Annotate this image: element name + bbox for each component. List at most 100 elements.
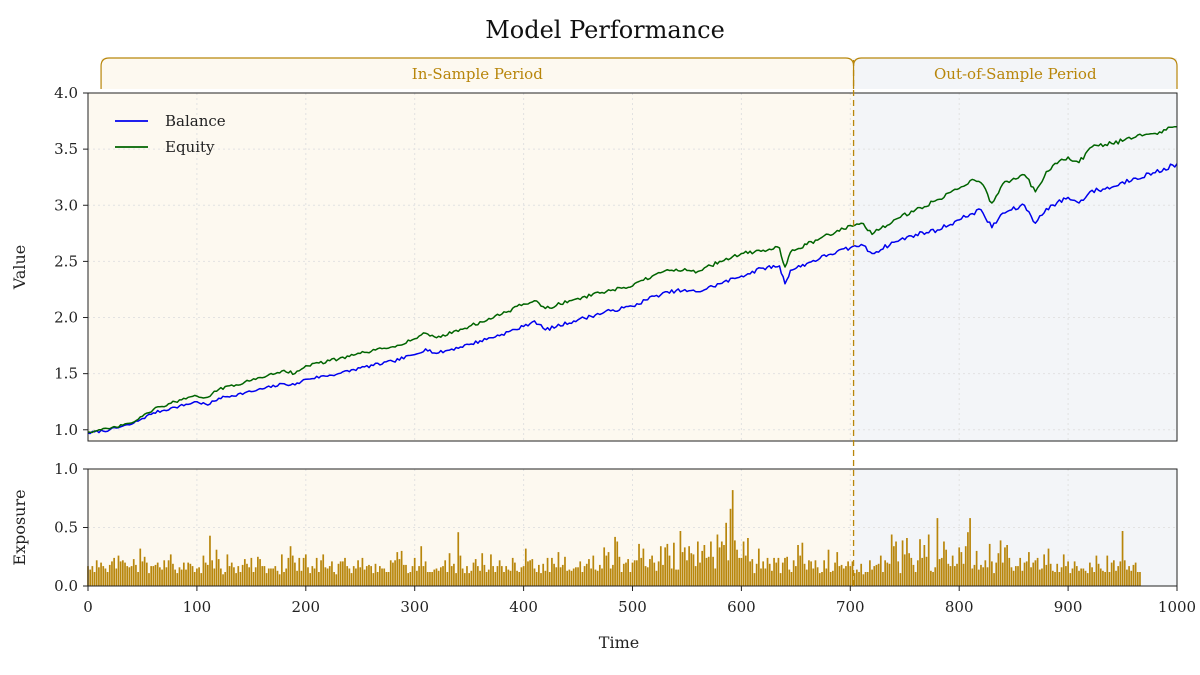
exposure-bar <box>145 562 148 586</box>
exposure-bar <box>178 567 181 586</box>
exposure-bar <box>779 573 782 586</box>
exposure-bar <box>1052 570 1054 586</box>
exposure-bar <box>1034 560 1037 586</box>
x-tick-label-400: 400 <box>509 598 538 616</box>
exposure-bar <box>823 560 826 586</box>
exposure-bar <box>683 547 686 586</box>
exposure-bar <box>1023 562 1026 586</box>
exposure-bar <box>805 569 808 586</box>
exposure-bar <box>681 552 684 586</box>
exposure-bar <box>257 556 259 587</box>
exposure-bar <box>766 557 769 586</box>
exposure-bar <box>993 573 995 586</box>
exposure-bar <box>947 563 950 586</box>
exposure-bar <box>999 540 1002 586</box>
exposure-bar <box>653 562 656 586</box>
exposure-bar <box>320 560 322 586</box>
exposure-bar <box>1032 562 1035 586</box>
exposure-bar <box>1004 547 1006 586</box>
exposure-bar <box>969 518 971 586</box>
exposure-bar <box>472 562 475 586</box>
exposure-bar <box>570 570 573 586</box>
exposure-bar <box>1082 568 1085 586</box>
exposure-bar <box>363 569 366 586</box>
exposure-bar <box>213 568 216 586</box>
exposure-bar <box>716 534 719 586</box>
exposure-bar <box>122 560 124 586</box>
exposure-bar <box>703 545 706 586</box>
exposure-bar <box>507 569 510 586</box>
exposure-bar <box>98 567 100 586</box>
exposure-bar <box>104 568 107 586</box>
exposure-bar <box>520 567 523 586</box>
exposure-bar <box>524 548 527 586</box>
value-tick-label-3.5: 3.5 <box>54 140 78 158</box>
exposure-bar <box>873 566 876 586</box>
exposure-bar <box>220 568 222 586</box>
exposure-bar <box>246 563 248 586</box>
exposure-bar <box>119 561 122 586</box>
exposure-bar <box>185 569 187 586</box>
exposure-bar <box>431 572 433 586</box>
value-tick-label-2.5: 2.5 <box>54 252 78 270</box>
exposure-bar <box>154 564 157 586</box>
exposure-bar <box>670 568 673 586</box>
x-tick-label-300: 300 <box>400 598 429 616</box>
exposure-bar <box>982 567 985 586</box>
exposure-bar <box>960 552 963 586</box>
exposure-bar <box>161 569 163 586</box>
exposure-bar <box>535 572 538 586</box>
exposure-bar <box>533 568 536 586</box>
exposure-bar <box>847 561 849 586</box>
exposure-bar <box>278 574 281 586</box>
exposure-bar <box>1132 564 1135 586</box>
exposure-bar <box>651 555 653 586</box>
exposure-bar <box>202 555 205 586</box>
exposure-bar <box>742 541 745 586</box>
exposure-bar <box>113 557 115 586</box>
exposure-bar <box>777 557 780 586</box>
exposure-tick-label-0.5: 0.5 <box>54 519 78 537</box>
exposure-bar <box>1130 570 1133 586</box>
exposure-bar <box>786 556 788 587</box>
exposure-bar <box>768 563 771 586</box>
exposure-bar <box>152 566 155 586</box>
exposure-bar <box>564 556 566 587</box>
exposure-bar <box>566 570 569 586</box>
exposure-bar <box>923 545 926 586</box>
exposure-bar <box>838 566 841 586</box>
exposure-bar <box>100 562 102 586</box>
exposure-bar <box>803 563 806 586</box>
exposure-bar <box>228 566 231 586</box>
exposure-bar <box>426 572 429 586</box>
exposure-tick-label-0.0: 0.0 <box>54 577 78 595</box>
exposure-bar <box>1104 572 1106 586</box>
exposure-bar <box>638 543 640 586</box>
exposure-bar <box>829 572 832 586</box>
exposure-bar <box>448 553 451 586</box>
exposure-bar <box>463 573 466 586</box>
exposure-bar <box>494 572 497 586</box>
exposure-bar <box>341 561 344 586</box>
exposure-bar <box>1117 566 1120 586</box>
exposure-bar <box>322 554 325 586</box>
exposure-bar <box>932 572 934 586</box>
exposure-bar <box>914 572 917 586</box>
exposure-bar <box>311 566 314 586</box>
exposure-bar <box>1097 563 1100 586</box>
x-tick-label-0: 0 <box>83 598 93 616</box>
x-tick-label-500: 500 <box>618 598 647 616</box>
exposure-bar <box>888 563 891 586</box>
exposure-bar <box>757 548 760 586</box>
exposure-bar <box>1128 566 1130 586</box>
exposure-bar <box>1080 568 1083 586</box>
exposure-bar <box>646 567 649 586</box>
exposure-bar <box>309 573 312 586</box>
exposure-bar <box>916 560 919 586</box>
exposure-bar <box>132 559 135 586</box>
exposure-bar <box>980 564 982 586</box>
exposure-bar <box>148 573 150 586</box>
exposure-bar <box>893 546 895 586</box>
exposure-bar <box>912 564 915 586</box>
exposure-bar <box>276 570 279 586</box>
